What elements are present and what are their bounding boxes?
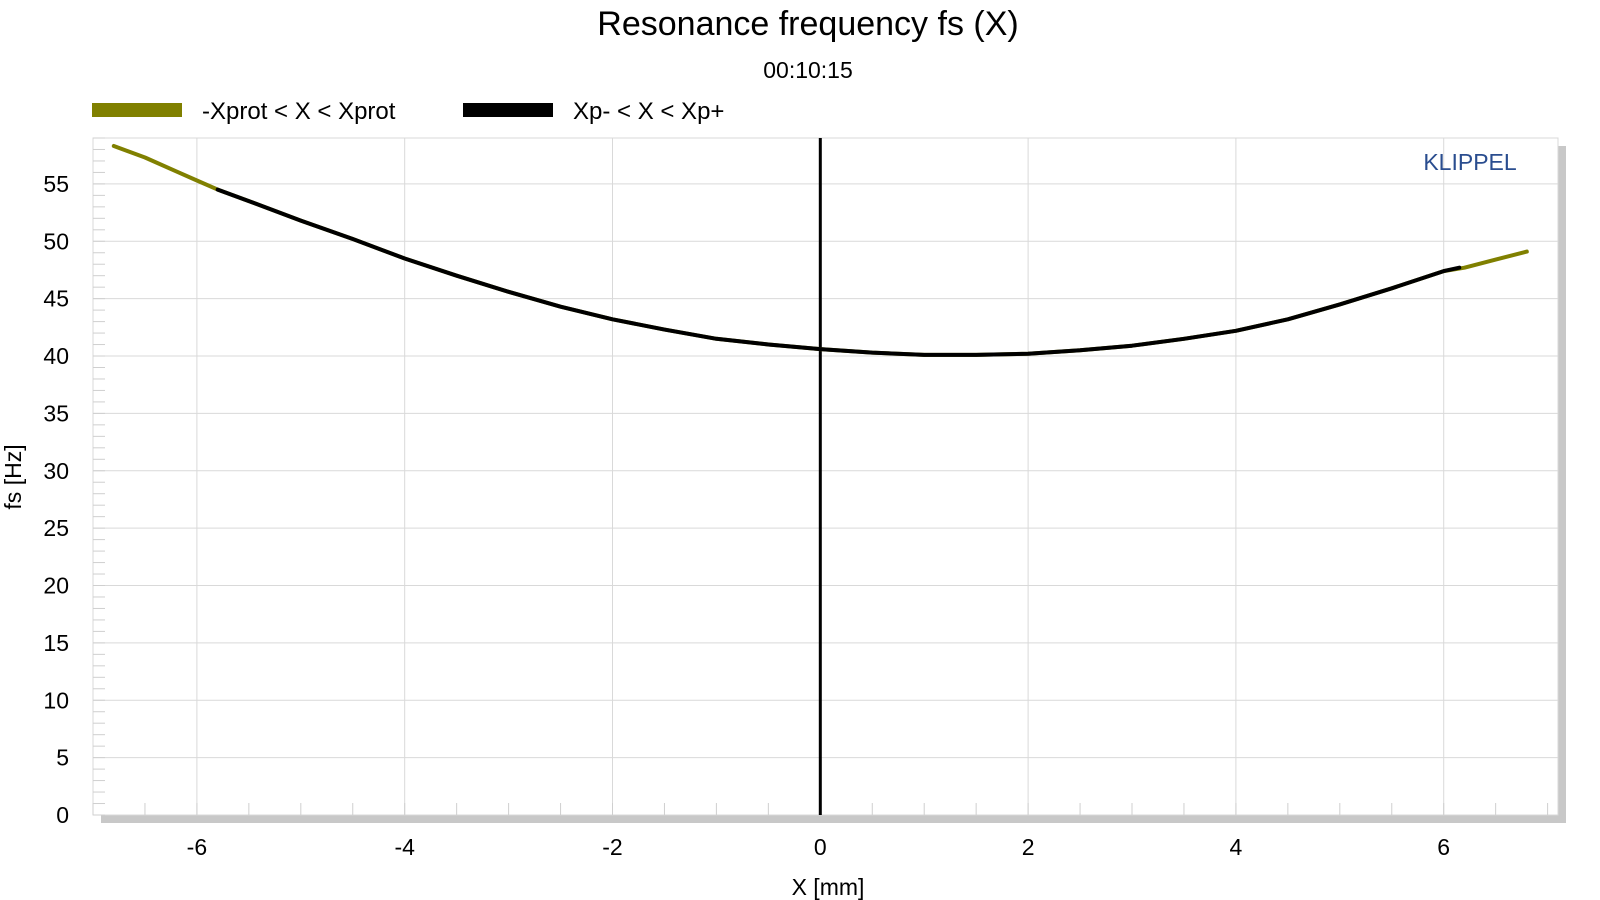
y-tick-label: 10 bbox=[43, 687, 69, 713]
series-layer bbox=[111, 144, 1529, 357]
x-tick-label: -2 bbox=[602, 834, 622, 860]
y-tick-label: 5 bbox=[56, 745, 69, 771]
y-tick-label: 40 bbox=[43, 343, 69, 369]
plot-area bbox=[92, 137, 1559, 816]
minor-ticks bbox=[92, 137, 1549, 816]
x-tick-label: 4 bbox=[1230, 834, 1243, 860]
series-line-xp bbox=[215, 187, 1462, 357]
legend-swatch-xp bbox=[463, 103, 553, 117]
y-tick-label: 15 bbox=[43, 630, 69, 656]
chart-subtitle: 00:10:15 bbox=[763, 57, 853, 83]
x-axis-label: X [mm] bbox=[792, 874, 865, 900]
x-tick-label: 0 bbox=[814, 834, 827, 860]
y-tick-label: 45 bbox=[43, 286, 69, 312]
x-tick-label: -6 bbox=[187, 834, 207, 860]
y-tick-label: 55 bbox=[43, 171, 69, 197]
legend-label-xprot: -Xprot < X < Xprot bbox=[202, 98, 396, 125]
y-axis-label: fs [Hz] bbox=[0, 444, 26, 509]
x-tick-label: 6 bbox=[1437, 834, 1450, 860]
y-tick-label: 0 bbox=[56, 802, 69, 828]
legend: -Xprot < X < Xprot Xp- < X < Xp+ bbox=[92, 98, 724, 125]
y-tick-label: 30 bbox=[43, 458, 69, 484]
y-tick-labels: 0 5 10 15 20 25 30 35 40 45 50 55 bbox=[43, 171, 69, 828]
legend-label-xp: Xp- < X < Xp+ bbox=[573, 98, 724, 125]
klippel-watermark: KLIPPEL bbox=[1423, 149, 1517, 175]
y-tick-label: 25 bbox=[43, 515, 69, 541]
x-tick-label: 2 bbox=[1022, 834, 1035, 860]
x-tick-label: -4 bbox=[394, 834, 415, 860]
y-tick-label: 35 bbox=[43, 400, 69, 426]
x-tick-labels: -6 -4 -2 0 2 4 6 bbox=[187, 834, 1450, 860]
legend-swatch-xprot bbox=[92, 103, 182, 117]
y-tick-label: 20 bbox=[43, 573, 69, 599]
grid-lines bbox=[93, 138, 1558, 816]
y-tick-label: 50 bbox=[43, 228, 69, 254]
chart-title: Resonance frequency fs (X) bbox=[597, 5, 1018, 43]
